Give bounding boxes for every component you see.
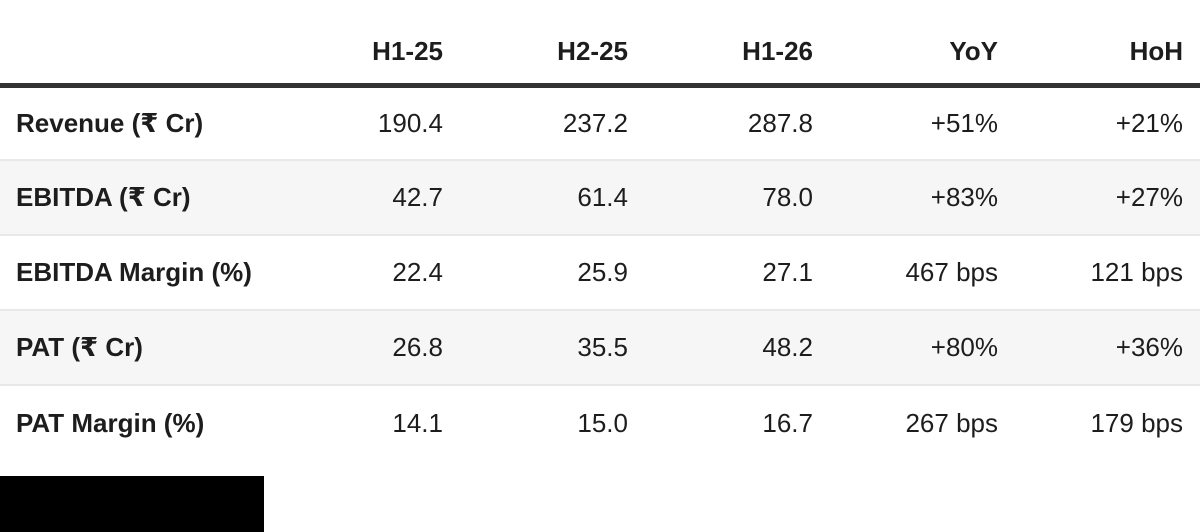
table-row-ebitda-margin: EBITDA Margin (%) 22.4 25.9 27.1 467 bps… — [0, 234, 1200, 310]
column-header-yoy: YoY — [830, 0, 1015, 88]
table-cell: 237.2 — [562, 107, 628, 138]
table-cell: 48.2 — [645, 309, 830, 385]
table-cell: +21% — [1115, 107, 1183, 138]
table-cell: 267 bps — [830, 384, 1015, 460]
table-cell: 22.4 — [275, 234, 460, 310]
row-label-ebitda: EBITDA (₹ Cr) — [0, 159, 275, 235]
column-header-hoh: HoH — [1015, 0, 1200, 88]
row-label-pat-margin: PAT Margin (%) — [0, 384, 275, 460]
table-header-row: H1-25 H2-25 H1-26 YoY HoH — [0, 0, 1200, 88]
table-cell: 15.0 — [460, 384, 645, 460]
column-header-h2-25: H2-25 — [460, 0, 645, 88]
table-cell: +51% — [930, 107, 998, 138]
table-cell: 121 bps — [1015, 234, 1200, 310]
column-header-h1-25: H1-25 — [275, 0, 460, 88]
table-cell: 27.1 — [645, 234, 830, 310]
table-row-pat-margin: PAT Margin (%) 14.1 15.0 16.7 267 bps 17… — [0, 384, 1200, 460]
table-cell: 35.5 — [460, 309, 645, 385]
table-cell: 42.7 — [275, 159, 460, 235]
table-cell: 190.4 — [377, 107, 443, 138]
table-cell: +27% — [1015, 159, 1200, 235]
table-cell: 467 bps — [830, 234, 1015, 310]
table-cell: 78.0 — [645, 159, 830, 235]
table-cell: +80% — [830, 309, 1015, 385]
table-cell: 179 bps — [1015, 384, 1200, 460]
table-cell: +83% — [830, 159, 1015, 235]
column-header-h1-26: H1-26 — [645, 0, 830, 88]
table-cell: 14.1 — [275, 384, 460, 460]
half-yearly-financials-table: H1-25 H2-25 H1-26 YoY HoH Revenue (₹ Cr)… — [0, 0, 1200, 460]
row-label-pat: PAT (₹ Cr) — [0, 309, 275, 385]
row-label-ebitda-margin: EBITDA Margin (%) — [0, 234, 275, 310]
table-row-ebitda: EBITDA (₹ Cr) 42.7 61.4 78.0 +83% +27% — [0, 159, 1200, 235]
table-cell: 25.9 — [460, 234, 645, 310]
table-cell: 16.7 — [645, 384, 830, 460]
table-cell: 287.8 — [747, 107, 813, 138]
redacted-block — [0, 476, 264, 532]
table-row-pat: PAT (₹ Cr) 26.8 35.5 48.2 +80% +36% — [0, 309, 1200, 385]
row-label-revenue: Revenue (₹ Cr) — [16, 107, 204, 138]
table-cell: 26.8 — [275, 309, 460, 385]
table-row-revenue: Revenue (₹ Cr) 190.4 237.2 287.8 +51% +2… — [0, 85, 1200, 160]
column-header-metric — [0, 0, 275, 88]
table-cell: +36% — [1015, 309, 1200, 385]
table-cell: 61.4 — [460, 159, 645, 235]
